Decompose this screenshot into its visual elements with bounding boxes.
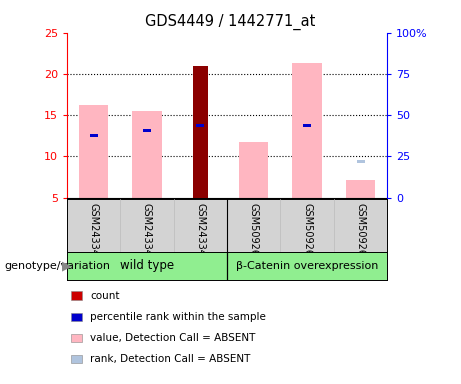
Text: GSM243346: GSM243346 [89,203,99,262]
Bar [196,124,204,127]
Text: GSM243348: GSM243348 [195,203,205,262]
Bar [303,124,311,127]
Bar [239,142,268,198]
Text: GSM509260: GSM509260 [249,203,259,262]
Text: GDS4449 / 1442771_at: GDS4449 / 1442771_at [145,13,316,30]
Text: rank, Detection Call = ABSENT: rank, Detection Call = ABSENT [90,354,250,364]
Bar [193,66,208,198]
Text: wild type: wild type [120,260,174,272]
Text: β-Catenin overexpression: β-Catenin overexpression [236,261,378,271]
Text: ▶: ▶ [62,260,72,273]
Text: percentile rank within the sample: percentile rank within the sample [90,312,266,322]
Text: count: count [90,291,119,301]
Bar [79,105,108,198]
Bar [356,160,365,163]
Text: value, Detection Call = ABSENT: value, Detection Call = ABSENT [90,333,255,343]
Bar [132,111,162,198]
Bar [89,134,98,137]
Text: GSM509261: GSM509261 [302,203,312,262]
Bar [292,63,322,198]
Text: genotype/variation: genotype/variation [5,261,111,271]
Bar [346,180,375,198]
Text: GSM243347: GSM243347 [142,203,152,262]
Text: GSM509262: GSM509262 [355,203,366,262]
Bar [143,129,151,132]
